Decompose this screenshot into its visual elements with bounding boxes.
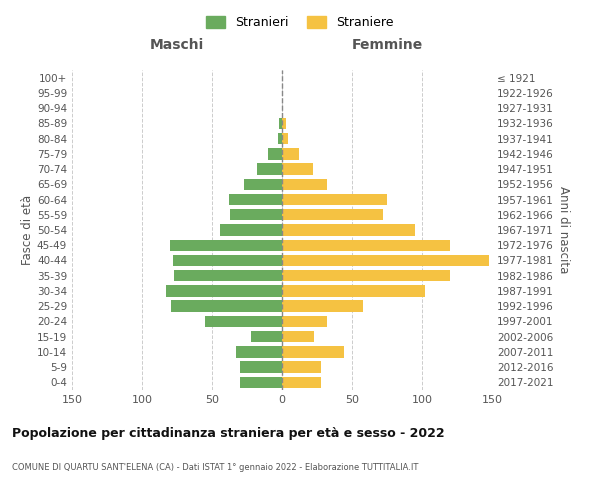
Bar [282,270,450,281]
Bar [173,255,282,266]
Bar [236,346,282,358]
Bar [170,240,282,251]
Bar [240,376,282,388]
Bar [268,148,282,160]
Bar [282,255,489,266]
Bar [220,224,282,235]
Bar [282,346,344,358]
Bar [279,118,282,129]
Bar [244,178,282,190]
Text: Maschi: Maschi [150,38,204,52]
Legend: Stranieri, Straniere: Stranieri, Straniere [202,11,398,34]
Text: Femmine: Femmine [352,38,422,52]
Text: COMUNE DI QUARTU SANT'ELENA (CA) - Dati ISTAT 1° gennaio 2022 - Elaborazione TUT: COMUNE DI QUARTU SANT'ELENA (CA) - Dati … [12,462,418,471]
Bar [278,133,282,144]
Bar [282,118,286,129]
Bar [229,194,282,205]
Bar [282,224,415,235]
Bar [282,209,383,220]
Bar [251,331,282,342]
Bar [166,285,282,296]
Bar [230,209,282,220]
Bar [282,331,314,342]
Bar [282,285,425,296]
Bar [174,270,282,281]
Bar [282,240,450,251]
Bar [282,376,321,388]
Text: Popolazione per cittadinanza straniera per età e sesso - 2022: Popolazione per cittadinanza straniera p… [12,428,445,440]
Y-axis label: Fasce di età: Fasce di età [21,195,34,265]
Y-axis label: Anni di nascita: Anni di nascita [557,186,570,274]
Bar [282,178,327,190]
Bar [282,300,363,312]
Bar [282,362,321,373]
Bar [172,300,282,312]
Bar [282,164,313,175]
Bar [205,316,282,327]
Bar [282,148,299,160]
Bar [282,133,287,144]
Bar [282,316,327,327]
Bar [257,164,282,175]
Bar [240,362,282,373]
Bar [282,194,387,205]
